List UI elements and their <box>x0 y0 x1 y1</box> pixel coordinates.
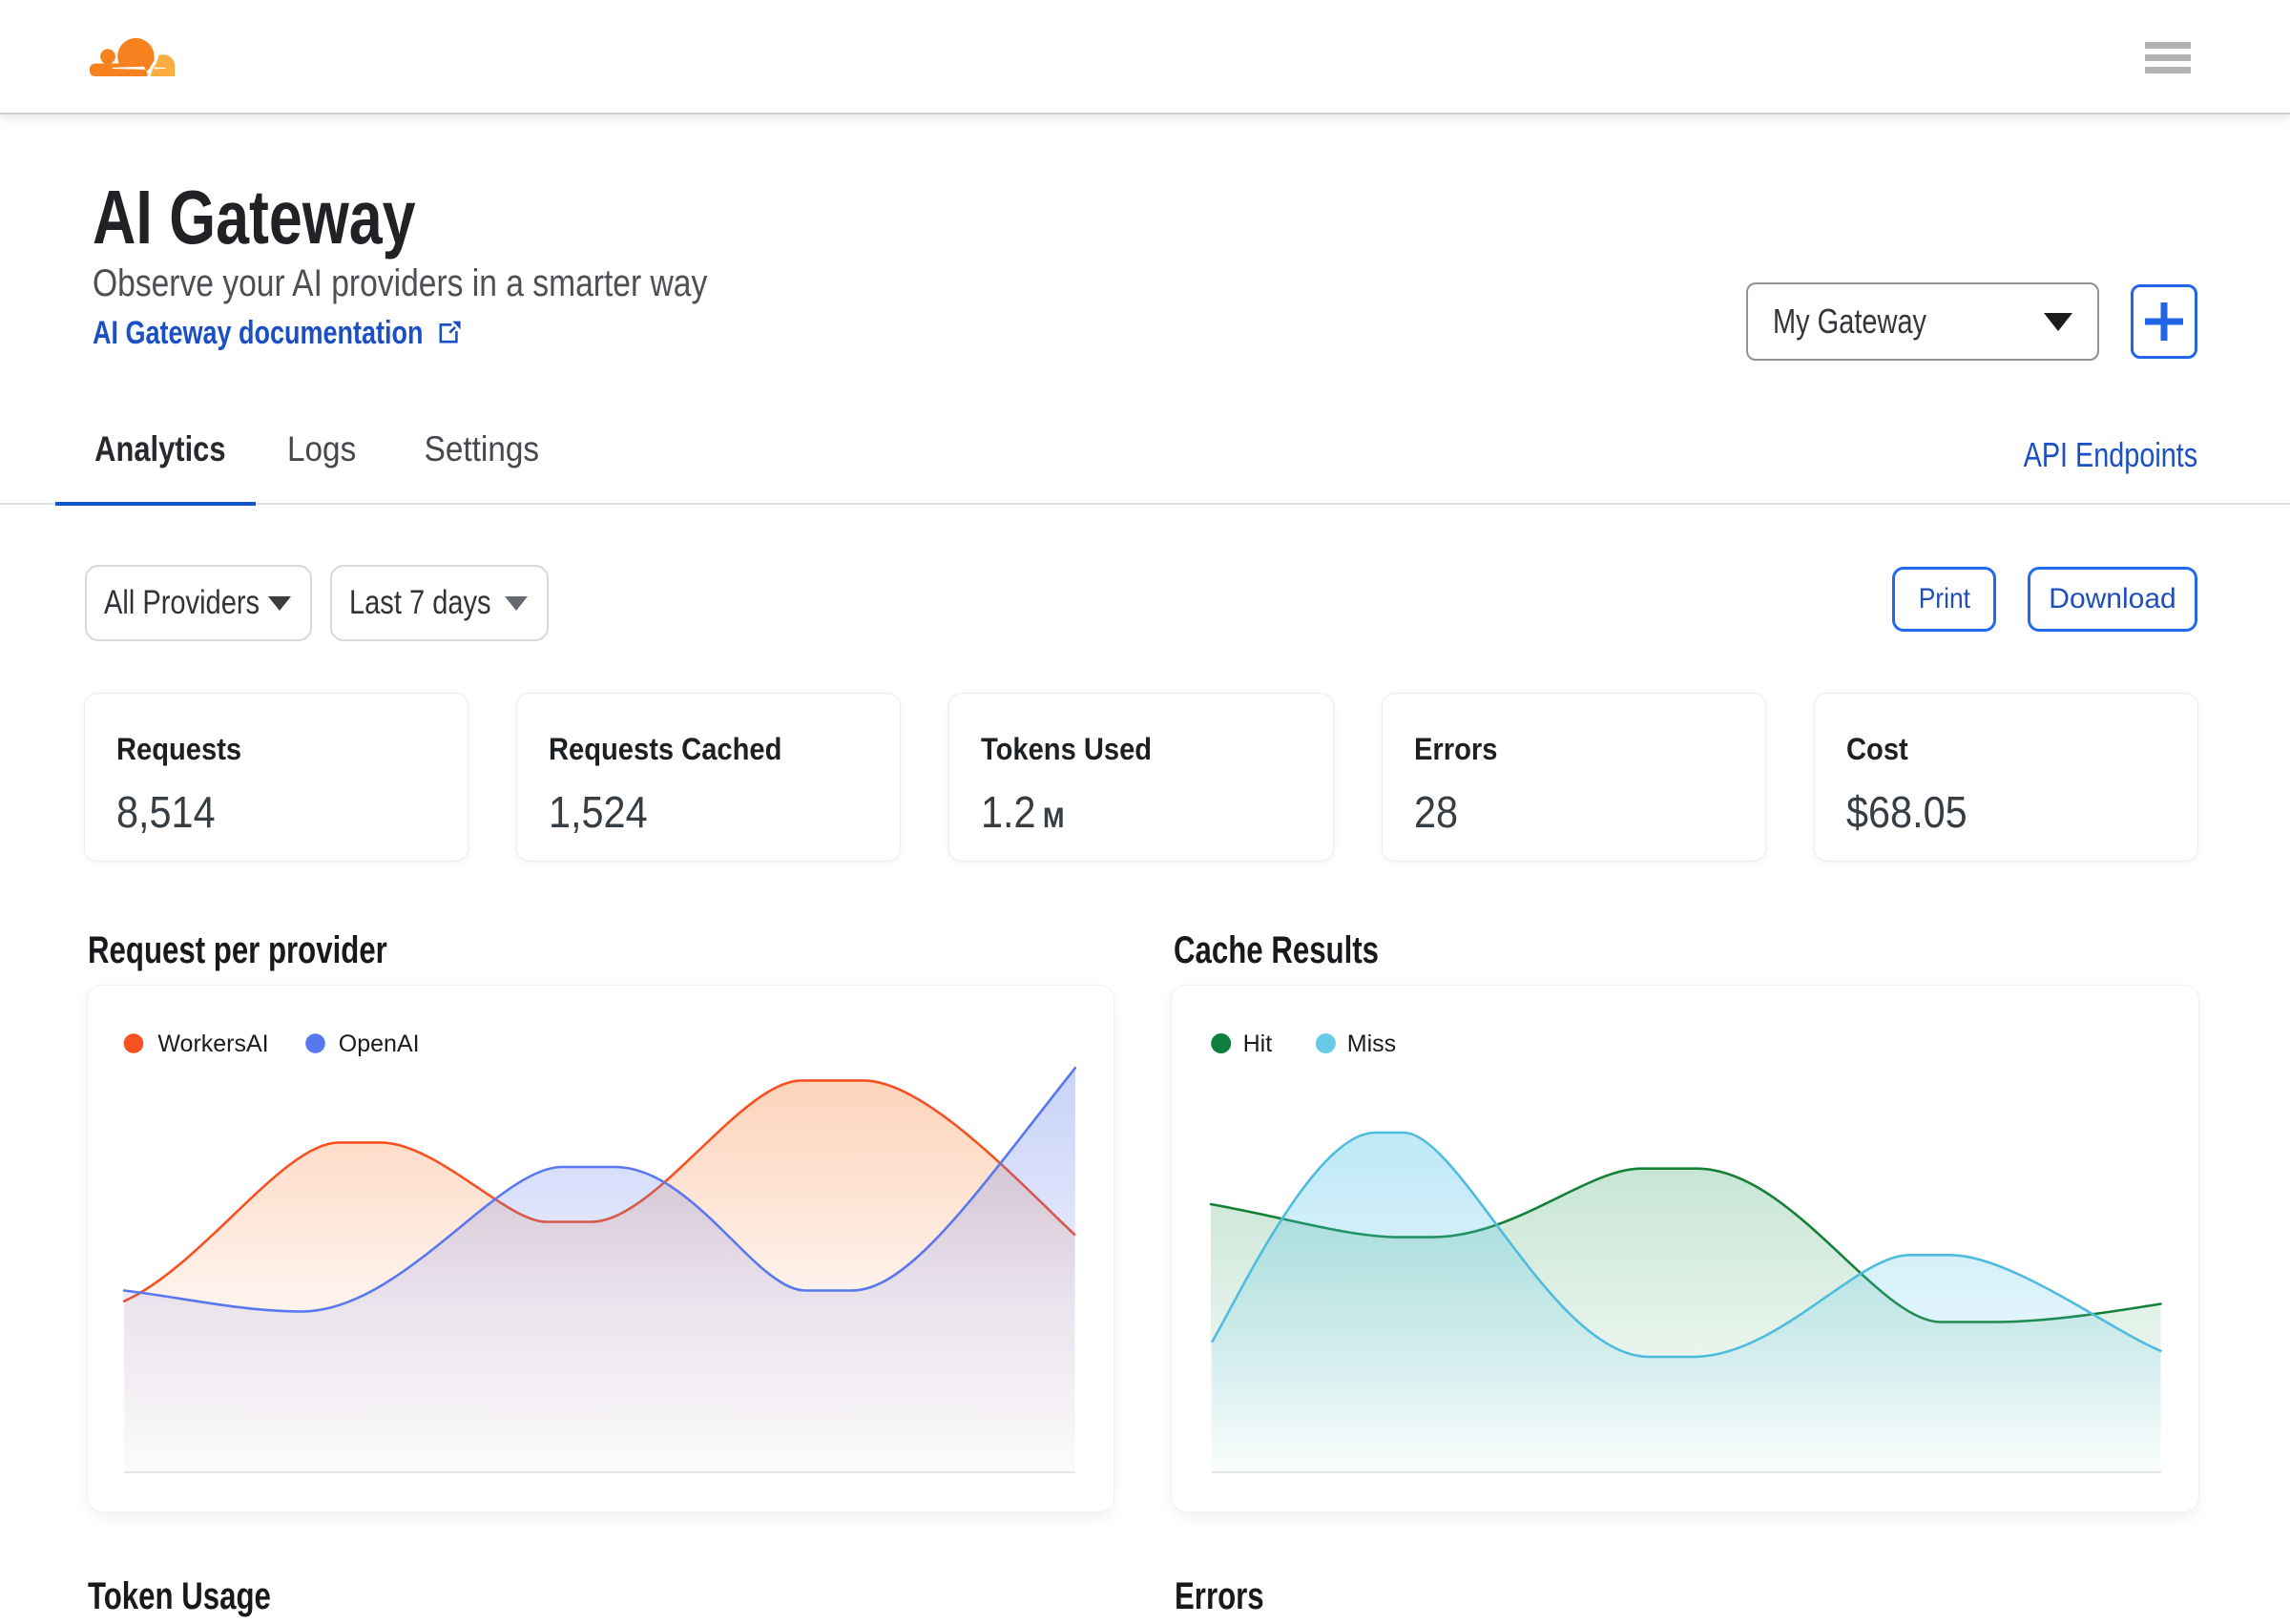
svg-text:WorkersAI: WorkersAI <box>157 1031 268 1057</box>
svg-text:OpenAI: OpenAI <box>339 1031 420 1057</box>
svg-text:Miss: Miss <box>1347 1031 1396 1057</box>
svg-text:Hit: Hit <box>1243 1031 1273 1057</box>
